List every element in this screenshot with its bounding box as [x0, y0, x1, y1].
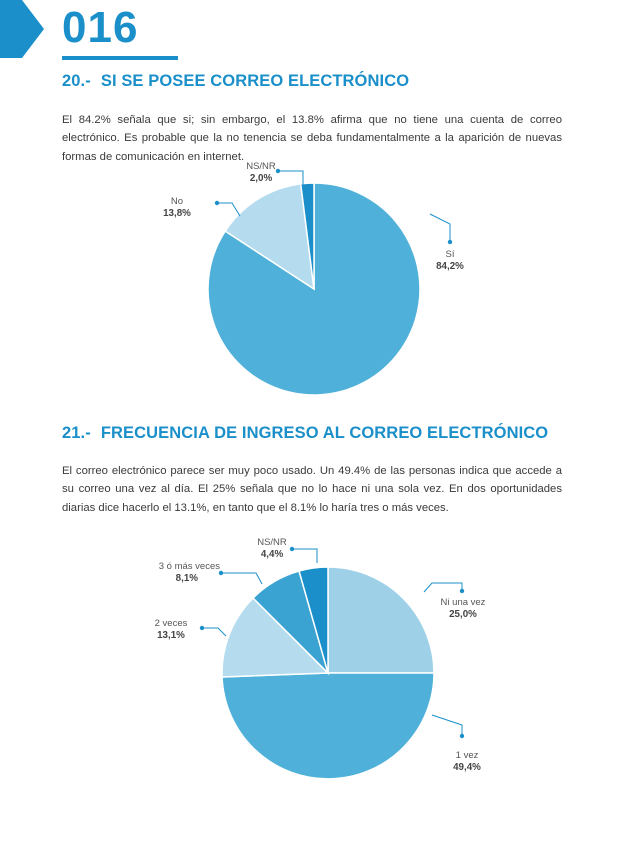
- leader-line-nsnr-2: [292, 548, 318, 563]
- leader-line-2-veces: [202, 627, 227, 637]
- section-21-title: FRECUENCIA DE INGRESO AL CORREO ELECTRÓN…: [100, 424, 549, 442]
- leader-line-ni-una-vez: [423, 582, 463, 593]
- section-20-heading: 20.- SI SE POSEE CORREO ELECTRÓNICO: [62, 72, 409, 91]
- leader-line-1-vez: [431, 714, 463, 736]
- section-20-title: SI SE POSEE CORREO ELECTRÓNICO: [100, 72, 410, 90]
- leader-line-3-mas: [221, 572, 263, 585]
- pie-slice-ns-nr: [299, 182, 315, 290]
- label-nsnr-2: NS/NR 4,4%: [257, 537, 287, 560]
- page-tab-marker: [0, 0, 44, 58]
- section-21-text: El correo electrónico parece ser muy poc…: [62, 465, 562, 514]
- leader-line-nsnr-1: [278, 170, 304, 185]
- pie-chart-email-frequency: [221, 566, 435, 780]
- chart-leader-lines: [202, 170, 463, 736]
- section-20-text: El 84.2% señala que si; sin embargo, el …: [62, 114, 562, 163]
- label-nsnr-1: NS/NR 2,0%: [246, 161, 276, 184]
- pie-slice-ni-una-vez: [327, 566, 435, 674]
- chart-leader-dots: [199, 168, 465, 739]
- pie-slice-ns-nr: [298, 566, 329, 674]
- label-2-veces: 2 veces 13,1%: [154, 618, 188, 641]
- section-21-heading: 21.- FRECUENCIA DE INGRESO AL CORREO ELEC…: [62, 424, 548, 443]
- section-21-number: 21.-: [62, 424, 91, 442]
- label-1-vez: 1 vez 49,4%: [453, 750, 481, 773]
- label-3-o-mas-veces: 3 ó más veces 8,1%: [158, 561, 220, 584]
- label-no: No 13,8%: [163, 196, 191, 219]
- pie-slice-2-veces: [221, 596, 330, 678]
- page-number-rule: [62, 56, 178, 60]
- leader-line-si: [429, 213, 451, 242]
- pie-slice-no: [224, 183, 315, 291]
- label-si: Sí 84,2%: [436, 249, 464, 272]
- page-number: 016: [62, 3, 139, 52]
- pie-slice-1-vez: [221, 672, 435, 780]
- leader-line-no: [217, 202, 241, 217]
- label-ni-una-vez: Ni una vez 25,0%: [440, 597, 486, 620]
- section-20-number: 20.-: [62, 72, 91, 90]
- pie-chart-email-ownership: [207, 182, 421, 396]
